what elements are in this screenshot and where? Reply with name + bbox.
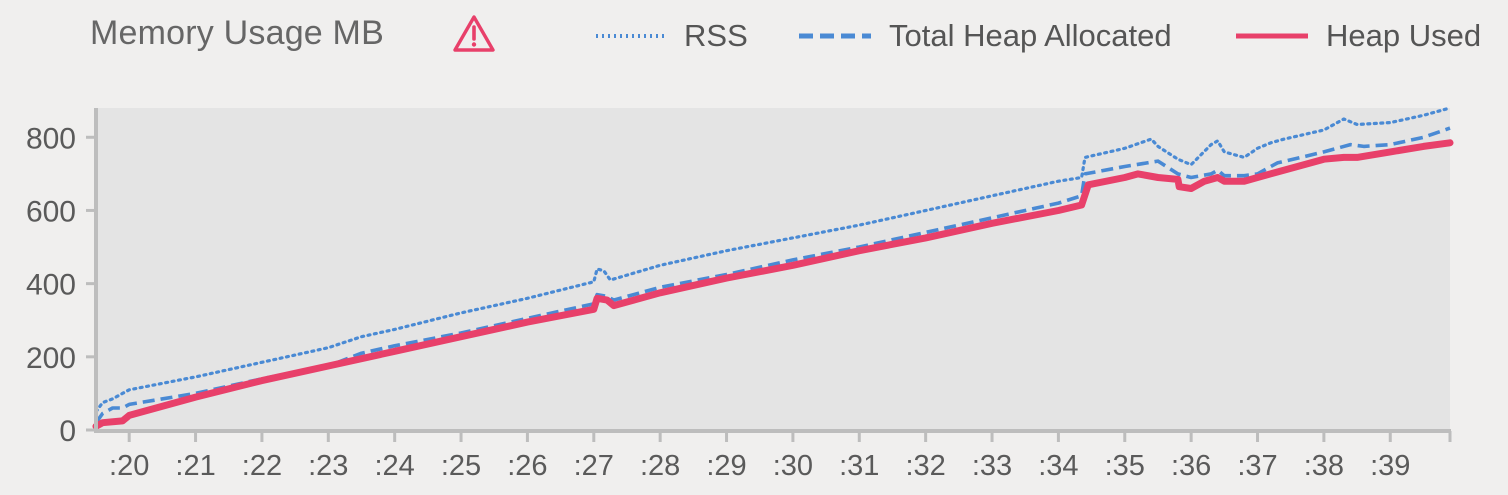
y-tick-label: 200: [26, 342, 76, 375]
x-tick-label: :21: [175, 450, 215, 482]
y-tick-label: 600: [26, 195, 76, 228]
x-tick-label: :37: [1237, 450, 1277, 482]
x-tick-label: :38: [1304, 450, 1344, 482]
x-tick-label: :34: [1038, 450, 1078, 482]
x-tick-label: :20: [109, 450, 149, 482]
x-tick-label: :28: [640, 450, 680, 482]
x-tick-label: :23: [308, 450, 348, 482]
x-tick-label: :24: [375, 450, 415, 482]
legend-label-rss: RSS: [684, 18, 748, 53]
x-tick-label: :31: [839, 450, 879, 482]
x-tick-label: :26: [507, 450, 547, 482]
legend-item-total-heap[interactable]: Total Heap Allocated: [799, 16, 1172, 56]
legend-label-heap-used: Heap Used: [1326, 18, 1482, 53]
x-tick-label: :39: [1370, 450, 1410, 482]
x-tick-label: :22: [242, 450, 282, 482]
series-line-heap-used: [92, 139, 1454, 430]
x-tick-label: :36: [1171, 450, 1211, 482]
y-tick-label: 800: [26, 122, 76, 155]
warning-triangle-icon[interactable]: [452, 14, 496, 54]
x-tick-label: :29: [706, 450, 746, 482]
y-tick-label: 0: [59, 415, 76, 448]
chart-title: Memory Usage MB: [90, 14, 384, 52]
legend-swatch-heap-used: [1236, 33, 1308, 39]
x-tick-label: :32: [905, 450, 945, 482]
x-tick-label: :35: [1105, 450, 1145, 482]
y-tick-label: 400: [26, 269, 76, 302]
x-tick-label: :30: [773, 450, 813, 482]
legend-item-heap-used[interactable]: Heap Used: [1236, 16, 1481, 56]
x-tick-label: :27: [574, 450, 614, 482]
legend-item-rss[interactable]: RSS: [594, 16, 748, 56]
x-tick-label: :33: [972, 450, 1012, 482]
legend-label-total-heap: Total Heap Allocated: [889, 18, 1172, 53]
series-line-rss: [94, 106, 1452, 414]
legend-swatch-total-heap: [799, 33, 871, 39]
x-tick-label: :25: [441, 450, 481, 482]
